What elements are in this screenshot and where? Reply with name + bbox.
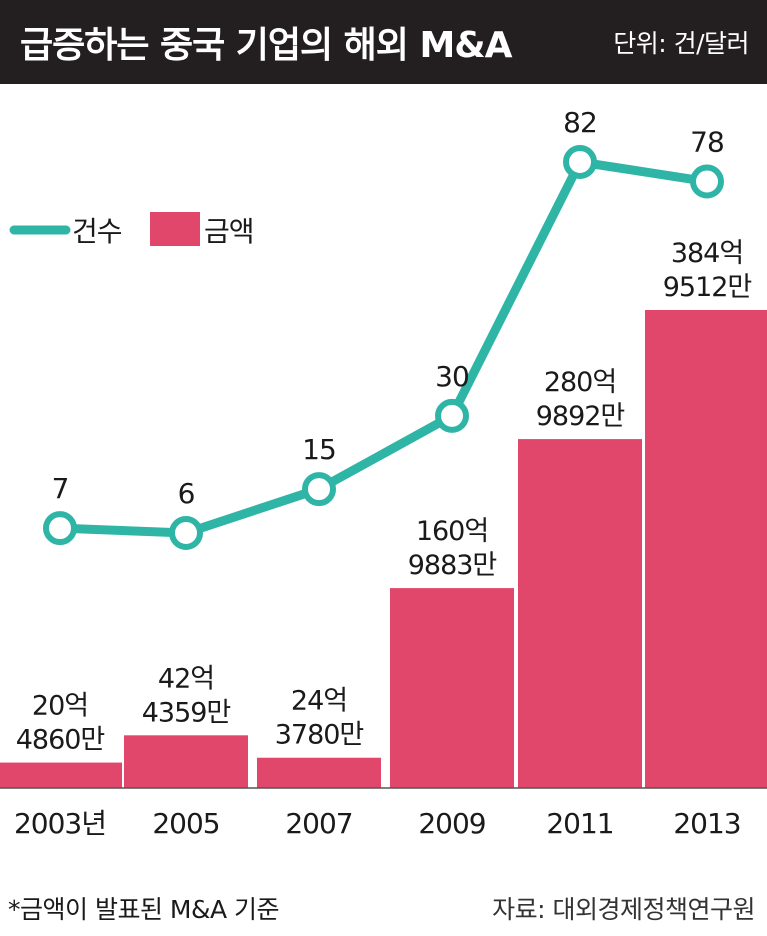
legend-label: 금액 — [204, 215, 254, 248]
count-point — [435, 398, 469, 433]
x-tick-label: 2007 — [285, 807, 352, 840]
bar-value-label: 280억 — [544, 367, 616, 398]
bar — [518, 439, 642, 788]
footnote: *금액이 발표된 M&A 기준 — [8, 895, 280, 924]
bar-value-label: 9512만 — [663, 272, 752, 303]
x-tick-label: 2011 — [546, 807, 613, 840]
source-credit: 자료: 대외경제정책연구원 — [492, 895, 755, 924]
bar-value-label: 9892만 — [536, 401, 625, 432]
count-value-label: 78 — [690, 126, 724, 159]
bar-value-label: 24억 — [291, 686, 347, 717]
bar-value-label: 20억 — [32, 691, 88, 722]
chart-title-bar: 급증하는 중국 기업의 해외 M&A 단위: 건/달러 — [0, 0, 767, 84]
count-point — [169, 516, 203, 550]
legend-bar-swatch — [150, 212, 200, 246]
count-point — [690, 164, 724, 199]
bar-value-label: 4860만 — [16, 725, 105, 756]
x-tick-label: 2009 — [418, 807, 485, 840]
count-line — [55, 157, 712, 538]
bar — [257, 757, 381, 788]
bar-value-label: 160억 — [416, 516, 488, 547]
count-point — [43, 511, 77, 546]
bar-value-label: 42억 — [158, 663, 214, 694]
chart-footer: *금액이 발표된 M&A 기준 자료: 대외경제정책연구원 — [0, 880, 767, 936]
chart-title: 급증하는 중국 기업의 해외 M&A — [20, 25, 513, 66]
x-tick-label: 2003년 — [14, 807, 106, 840]
count-point — [563, 145, 597, 179]
count-value-label: 82 — [563, 106, 597, 139]
bar-value-label: 384억 — [671, 238, 743, 269]
count-value-label: 7 — [52, 472, 69, 505]
bar-value-label: 4359만 — [142, 697, 231, 728]
count-value-label: 6 — [178, 477, 195, 510]
bar — [390, 588, 514, 788]
unit-label: 단위: 건/달러 — [613, 29, 749, 58]
bar-value-label: 9883만 — [408, 550, 497, 581]
count-value-label: 30 — [435, 360, 469, 393]
bar — [0, 762, 122, 788]
x-tick-label: 2013 — [673, 807, 740, 840]
count-point — [302, 472, 336, 507]
bar-value-label: 3780만 — [275, 720, 364, 751]
x-tick-label: 2005 — [152, 807, 219, 840]
legend-label: 건수 — [72, 215, 122, 248]
bar — [124, 735, 248, 788]
count-value-label: 15 — [302, 433, 336, 466]
bar — [645, 310, 767, 788]
